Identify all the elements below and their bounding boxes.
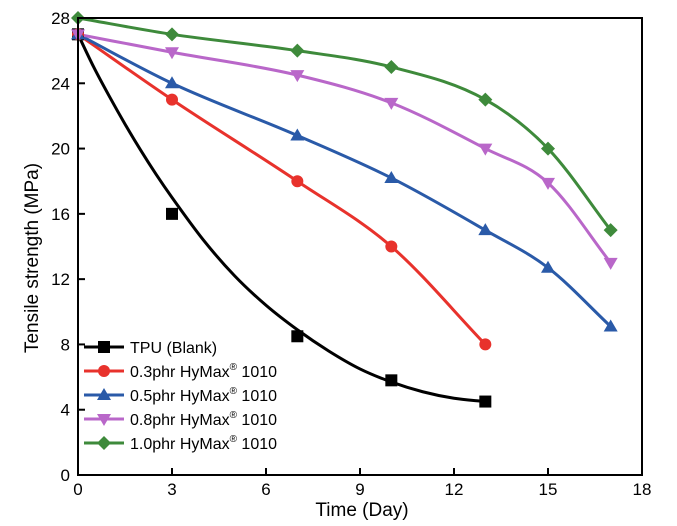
data-point-series-3 [541,177,555,190]
data-point-series-3 [478,143,493,156]
series-line-1 [76,32,487,346]
series-line-0 [76,32,487,404]
data-point-series-3 [165,47,179,60]
data-point-series-3 [290,70,305,83]
y-tick-label: 28 [51,9,70,28]
legend-label-base: 0.8phr HyMax [130,412,230,429]
data-point-series-4 [290,43,305,58]
legend-marker [97,388,111,400]
series-line-2 [76,32,613,328]
y-tick-label: 24 [51,74,70,93]
legend-label-suffix: 1010 [237,364,277,381]
data-point-series-0 [385,374,398,387]
data-point-series-2 [290,128,305,141]
legend-label-suffix: 1010 [237,388,277,405]
data-point-series-2 [541,260,555,273]
data-point-series-1 [385,240,398,253]
legend-label: 0.5phr HyMax® 1010 [130,386,277,405]
data-point-series-4 [603,223,618,238]
data-point-series-1 [166,93,178,106]
legend-label-sup: ® [230,362,238,373]
legend-marker [98,365,110,377]
y-tick-label: 0 [61,466,70,485]
x-tick-label: 15 [539,480,558,499]
legend-label-base: 1.0phr HyMax [130,436,230,453]
legend-marker [97,414,111,426]
legend-label-suffix: 1010 [237,436,277,453]
legend-marker [98,341,110,353]
data-point-series-4 [541,141,555,156]
plot-frame [77,17,643,476]
legend-label: TPU (Blank) [130,340,217,357]
data-point-series-0 [479,395,492,408]
legend-label-suffix: 1010 [237,412,277,429]
data-point-series-1 [479,338,492,351]
data-point-series-2 [478,223,493,236]
data-point-series-0 [291,330,304,343]
data-point-series-3 [384,97,399,110]
data-point-series-4 [384,59,399,74]
x-tick-label: 9 [355,480,364,499]
legend-label-base: 0.5phr HyMax [130,388,230,405]
legend-marker [97,436,111,450]
legend-label-sup: ® [230,410,238,421]
y-tick-label: 20 [51,140,70,159]
legend-label: 1.0phr HyMax® 1010 [130,434,277,453]
series-line-3 [76,32,613,265]
data-point-series-3 [603,257,618,270]
data-point-series-4 [478,92,493,107]
legend-label-base: 0.3phr HyMax [130,364,230,381]
y-tick-label: 4 [61,401,70,420]
x-tick-label: 0 [73,480,82,499]
data-point-series-0 [166,207,178,220]
data-point-series-2 [384,170,399,183]
legend-label: 0.8phr HyMax® 1010 [130,410,277,429]
legend-label-base: TPU (Blank) [130,340,217,357]
y-tick-label: 16 [51,205,70,224]
x-axis-title: Time (Day) [315,500,408,521]
data-point-series-4 [165,27,179,42]
legend-label-sup: ® [230,434,238,445]
x-tick-label: 3 [167,480,176,499]
data-point-series-2 [165,76,179,89]
y-tick-label: 12 [51,270,70,289]
x-tick-label: 6 [261,480,270,499]
y-tick-label: 8 [61,335,70,354]
x-tick-label: 18 [633,480,652,499]
data-point-series-1 [291,175,304,188]
data-point-series-2 [603,319,618,332]
legend-label: 0.3phr HyMax® 1010 [130,362,277,381]
x-tick-label: 12 [445,480,464,499]
y-axis-title: Tensile strength (MPa) [22,163,43,353]
legend-label-sup: ® [230,386,238,397]
